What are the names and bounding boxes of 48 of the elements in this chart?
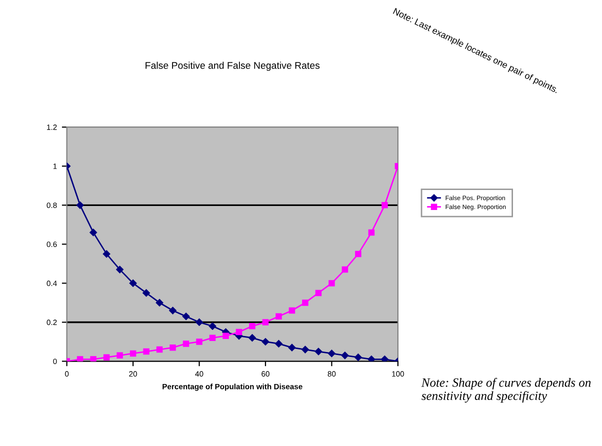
point — [156, 346, 163, 353]
point — [368, 356, 376, 362]
point — [129, 280, 137, 287]
point — [102, 250, 110, 258]
point — [342, 266, 348, 273]
point — [314, 348, 322, 356]
point — [382, 202, 388, 208]
point — [76, 356, 84, 362]
text: Note: Shape of curves depends on sensitivity and specificity — [421, 378, 591, 403]
point — [196, 338, 202, 345]
point — [196, 318, 203, 326]
point — [90, 228, 97, 236]
point — [315, 290, 322, 296]
point — [355, 250, 362, 258]
point — [328, 350, 336, 358]
point — [170, 344, 176, 351]
point — [116, 352, 123, 359]
point — [143, 348, 150, 355]
point — [90, 356, 96, 362]
point — [302, 346, 309, 354]
point — [182, 312, 190, 320]
point — [103, 354, 110, 360]
point — [262, 319, 269, 326]
point — [302, 300, 308, 306]
point — [169, 306, 176, 314]
point — [142, 289, 150, 297]
point — [182, 340, 190, 347]
point — [249, 323, 256, 330]
point — [248, 334, 256, 342]
point — [368, 229, 375, 236]
point — [341, 352, 349, 360]
point — [262, 338, 270, 346]
point — [208, 322, 216, 330]
point — [288, 344, 296, 352]
chart-title: False Positive and False Negative Rates — [146, 62, 320, 71]
point — [76, 202, 84, 209]
point — [156, 299, 164, 306]
point — [236, 328, 242, 336]
point — [275, 340, 282, 348]
point — [116, 266, 124, 274]
point — [222, 332, 229, 340]
point — [209, 334, 216, 341]
point — [276, 313, 282, 320]
point — [354, 354, 362, 361]
point — [130, 350, 136, 357]
point — [288, 307, 296, 314]
point — [381, 356, 388, 362]
point — [328, 280, 335, 286]
